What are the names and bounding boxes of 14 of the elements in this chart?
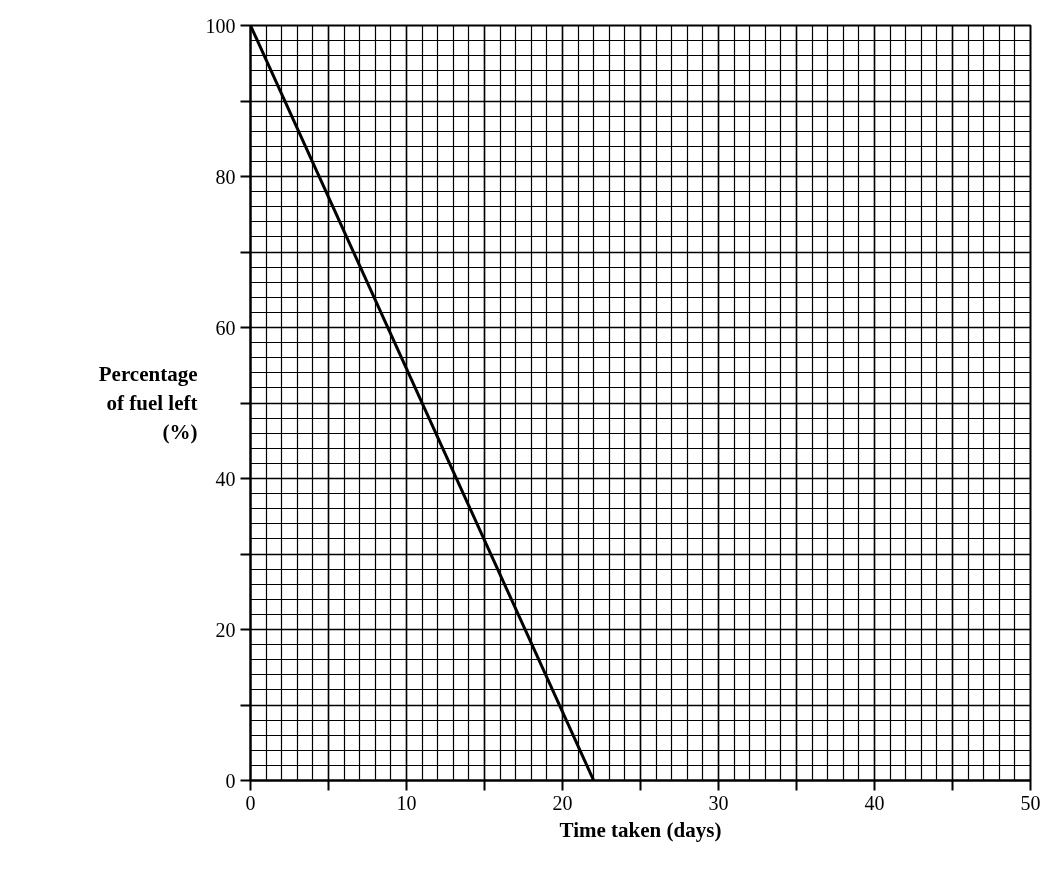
x-tick-label: 20 bbox=[552, 791, 573, 814]
y-tick-label: 80 bbox=[215, 165, 236, 188]
y-tick-label: 100 bbox=[205, 14, 236, 37]
x-tick-label: 50 bbox=[1020, 791, 1041, 814]
y-tick-label: 40 bbox=[215, 467, 236, 490]
x-tick-label: 10 bbox=[396, 791, 417, 814]
x-tick-label: 0 bbox=[245, 791, 256, 814]
y-tick-label: 20 bbox=[215, 618, 236, 641]
y-tick-label: 60 bbox=[215, 316, 236, 339]
x-tick-label: 30 bbox=[708, 791, 729, 814]
x-axis-title: Time taken (days) bbox=[559, 817, 722, 842]
y-tick-label: 0 bbox=[225, 769, 236, 792]
x-tick-label: 40 bbox=[864, 791, 885, 814]
y-axis-title: Percentage of fuel left (%) bbox=[98, 362, 198, 444]
